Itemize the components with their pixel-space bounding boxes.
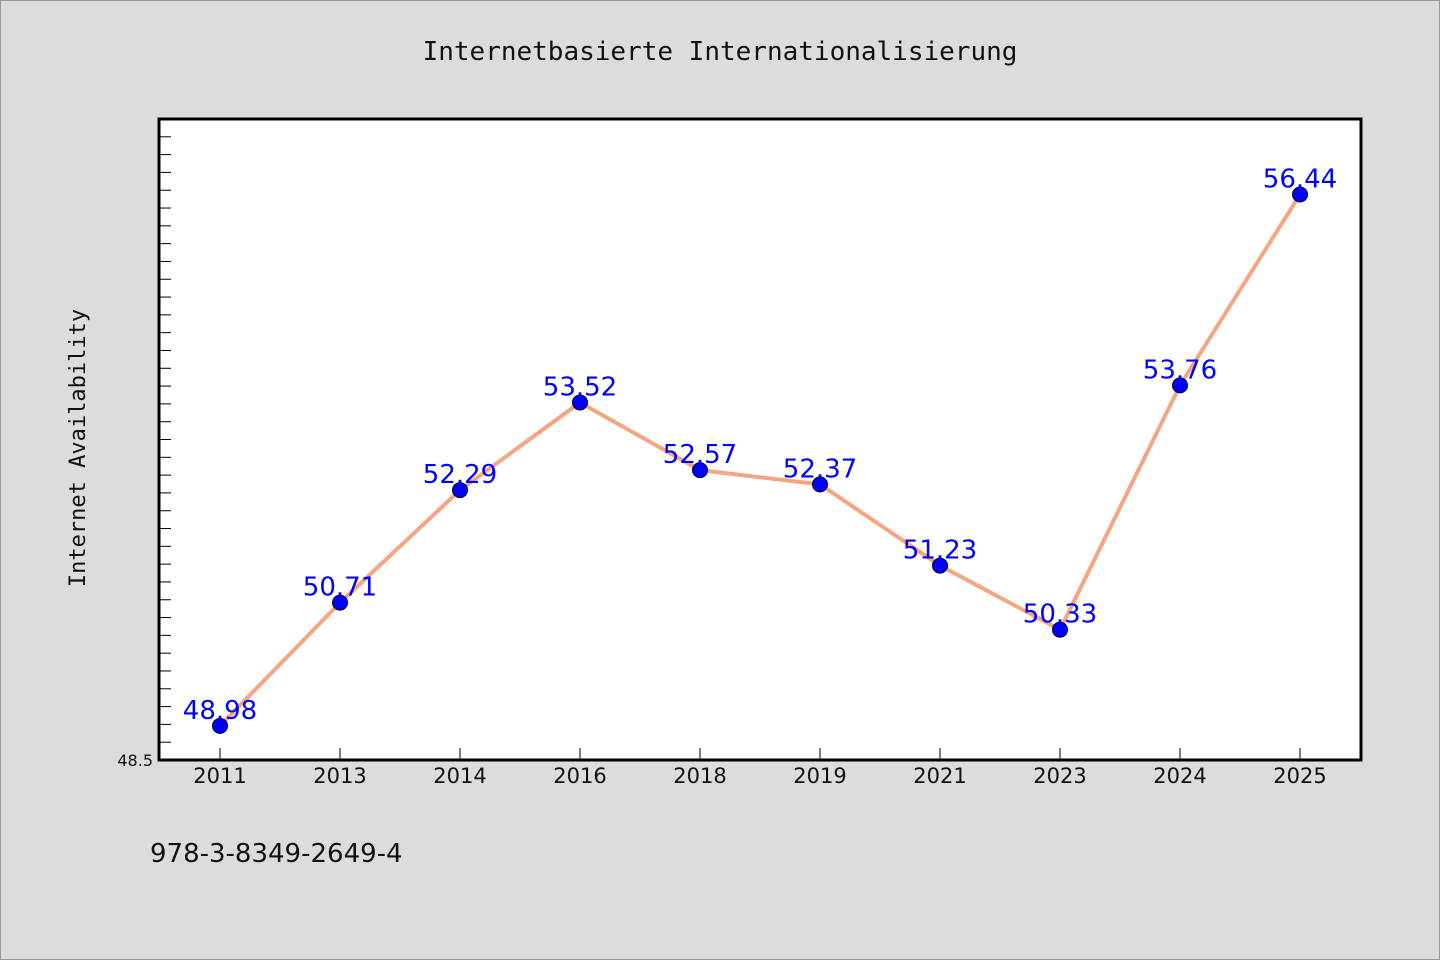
data-label: 53.76	[1143, 355, 1217, 385]
x-tick-label: 2011	[193, 764, 246, 788]
series-line	[218, 193, 1302, 728]
series-line-group	[218, 193, 1302, 728]
y-axis-ticks: 48.5	[117, 118, 171, 770]
x-tick-label: 2024	[1153, 764, 1206, 788]
data-label: 50.33	[1023, 600, 1097, 630]
data-point	[572, 394, 588, 411]
data-label: 51.23	[903, 536, 977, 566]
chart-title: Internetbasierte Internationalisierung	[423, 37, 1018, 67]
x-tick-label: 2025	[1273, 764, 1326, 788]
x-tick-label: 2018	[673, 764, 726, 788]
plot-area	[157, 117, 1363, 762]
data-label: 52.57	[663, 440, 737, 470]
y-axis-label: Internet Availability	[66, 309, 91, 587]
data-label: 56.44	[1263, 164, 1337, 194]
x-tick-label: 2019	[793, 764, 846, 788]
data-point	[932, 557, 948, 574]
x-tick-label: 2021	[913, 764, 966, 788]
x-tick-label: 2014	[433, 764, 486, 788]
data-point	[1292, 186, 1308, 203]
data-label: 48.98	[183, 696, 257, 726]
data-label: 52.29	[423, 460, 497, 490]
data-point	[452, 482, 468, 499]
data-point	[1052, 621, 1068, 638]
data-point	[812, 476, 828, 493]
data-label: 52.37	[783, 454, 857, 484]
data-point	[1172, 377, 1188, 394]
y-tick-label: 48.5	[117, 751, 153, 770]
data-point	[692, 462, 708, 479]
data-point	[332, 594, 348, 611]
data-labels: 48.98 50.71 52.29 53.52 52.57 52.37 51.23 50.33…	[183, 164, 1337, 725]
x-tick-label: 2023	[1033, 764, 1086, 788]
x-tick-label: 2013	[313, 764, 366, 788]
data-markers	[212, 186, 1308, 734]
x-axis-ticks: 2011 2013 2014 2016 2018 2019 2021 2023 2024 2025	[193, 748, 1327, 788]
data-label: 50.71	[303, 573, 377, 603]
x-tick-label: 2016	[553, 764, 606, 788]
data-label: 53.52	[543, 372, 617, 402]
data-point	[212, 717, 228, 734]
isbn-text: 978-3-8349-2649-4	[150, 839, 403, 869]
